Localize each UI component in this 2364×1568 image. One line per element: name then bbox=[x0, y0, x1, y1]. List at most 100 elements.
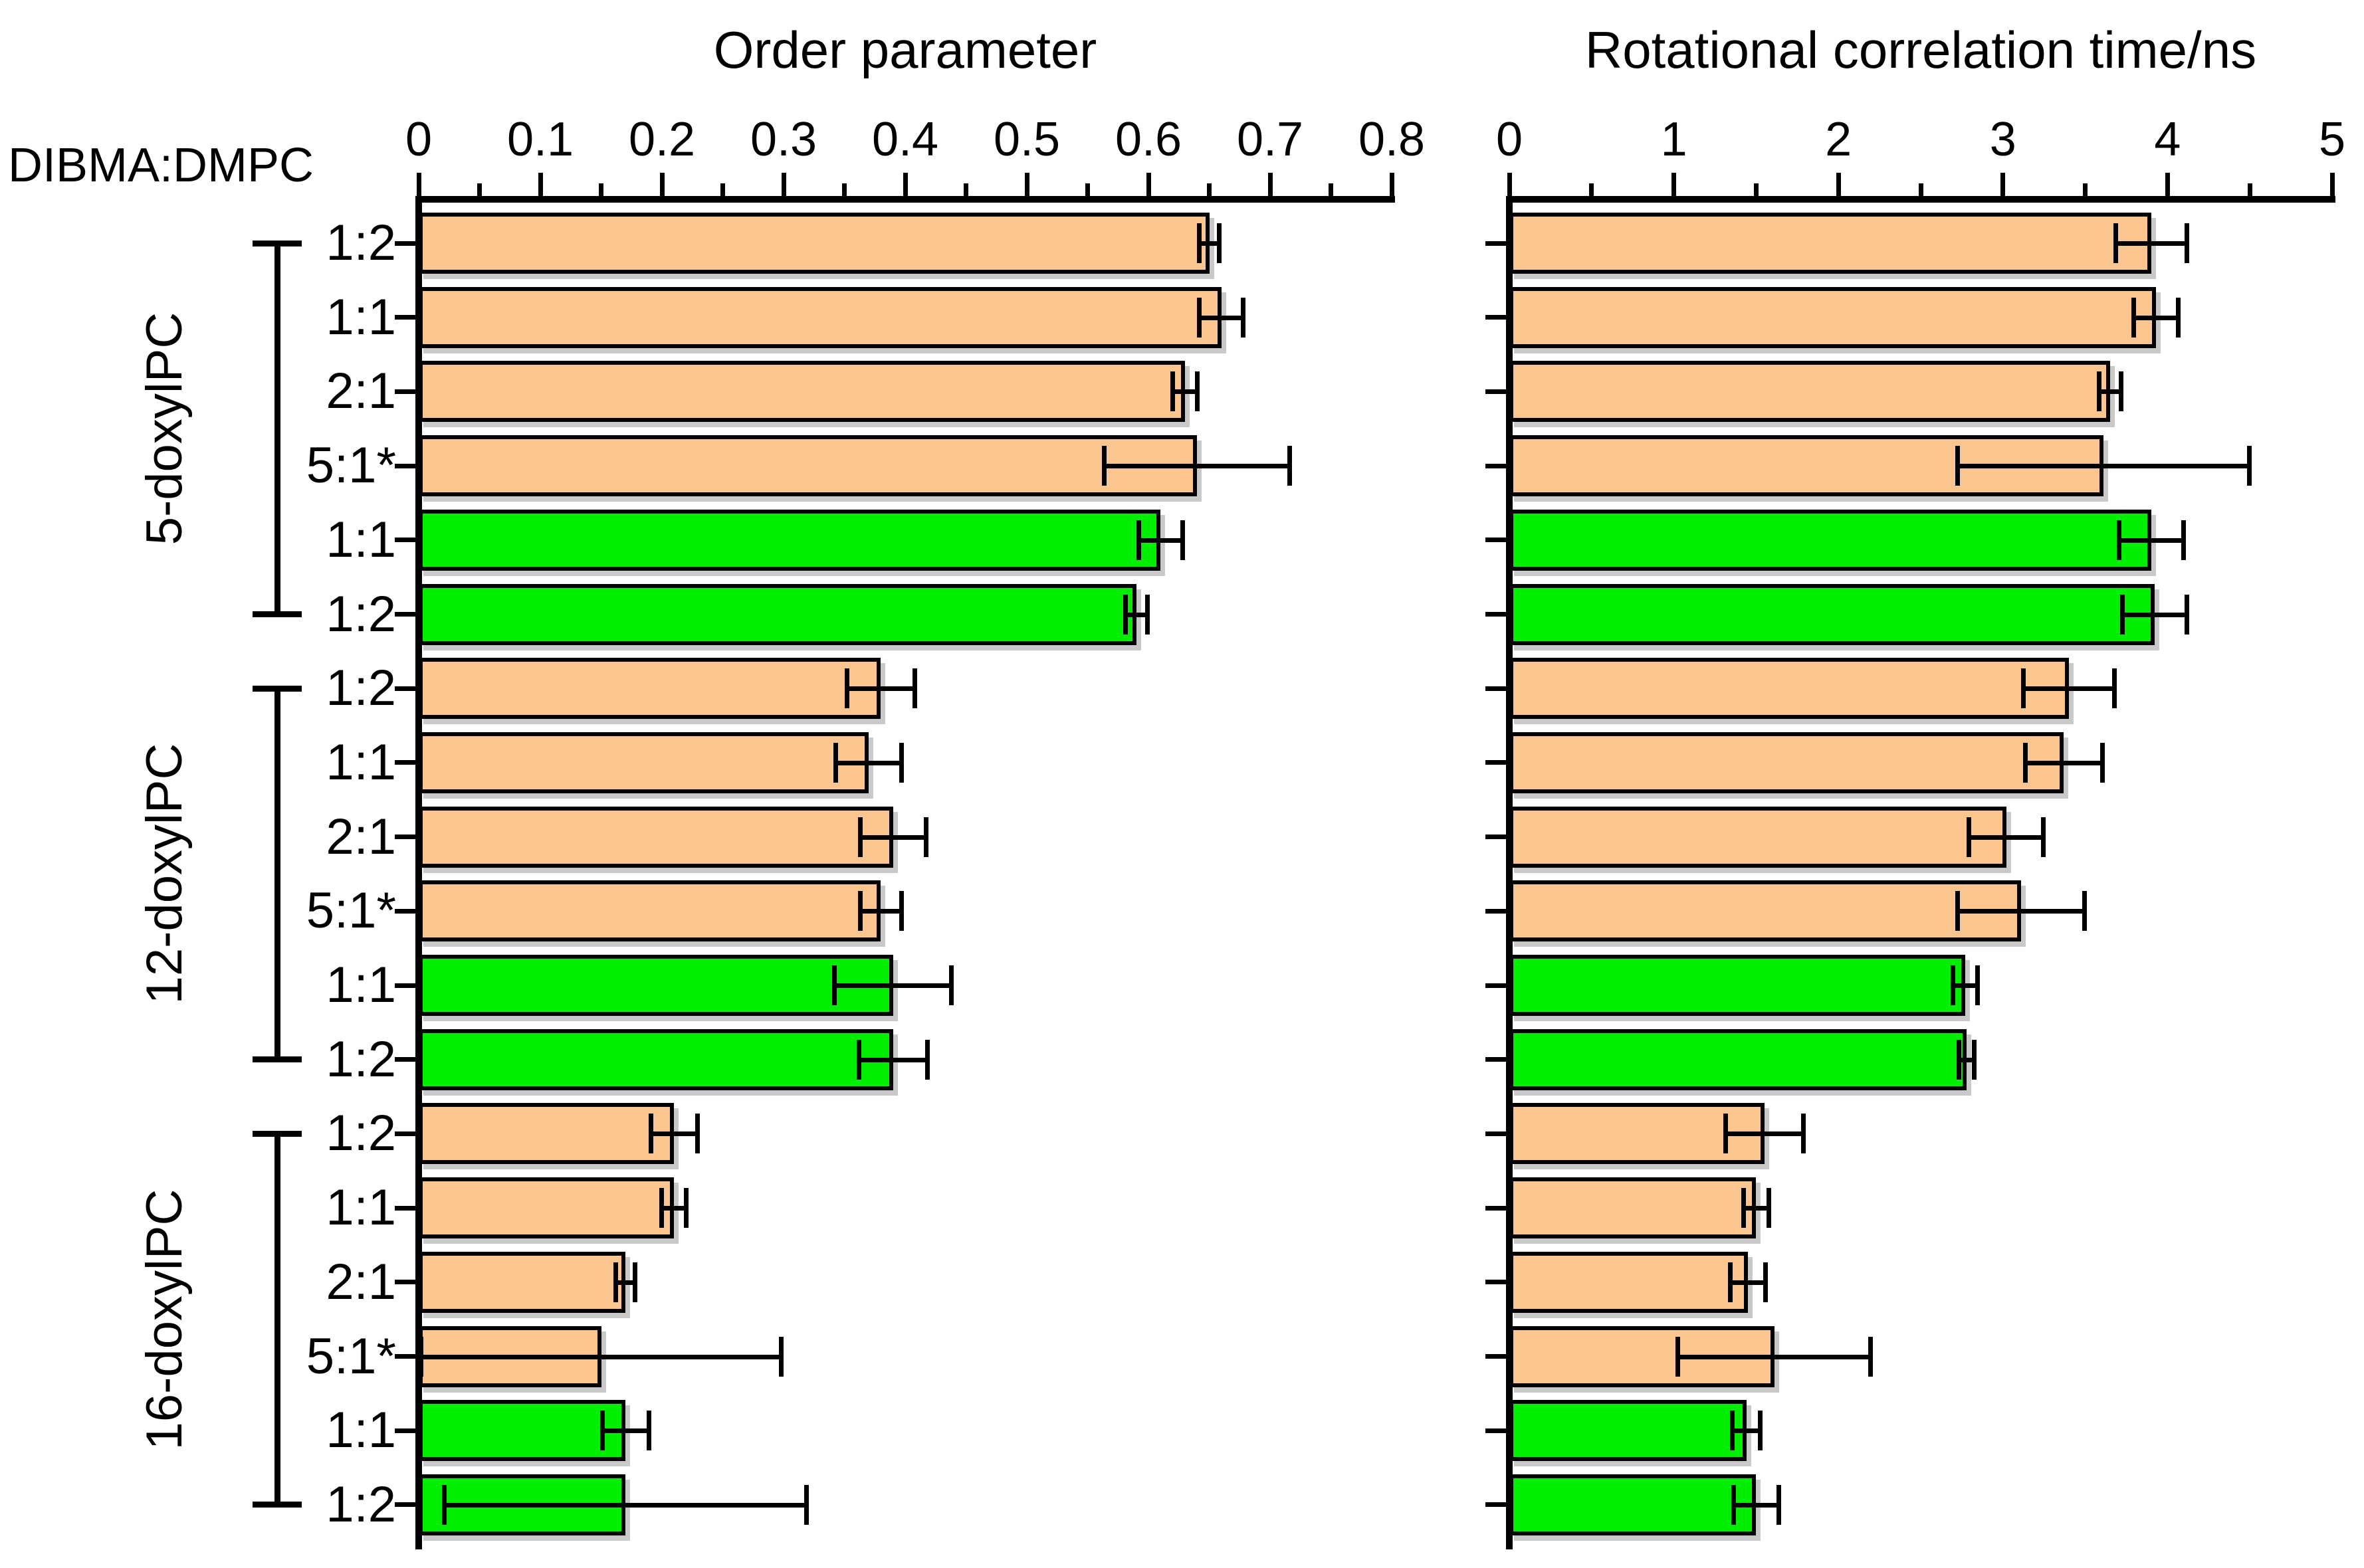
row-label: 1:2 bbox=[326, 215, 396, 271]
error-bar-right-cap bbox=[695, 1114, 700, 1154]
error-bar-left-cap bbox=[1197, 297, 1202, 338]
y-axis-row-tick bbox=[1485, 315, 1509, 320]
error-bar-left-cap bbox=[2113, 223, 2118, 263]
bar bbox=[419, 361, 1185, 423]
error-bar-right-cap bbox=[1800, 1114, 1806, 1154]
row-label: 1:1 bbox=[326, 957, 396, 1013]
error-bar bbox=[2022, 742, 2105, 783]
error-bar-left-cap bbox=[2131, 297, 2136, 338]
x-axis-tick-label: 5 bbox=[2318, 113, 2346, 166]
bar bbox=[419, 1251, 626, 1313]
bar bbox=[1509, 213, 2151, 274]
x-axis-tick-label: 0.2 bbox=[628, 113, 696, 166]
bar bbox=[1509, 1177, 1757, 1239]
group-bracket bbox=[274, 243, 280, 615]
x-axis-major-tick bbox=[416, 173, 421, 199]
error-bar bbox=[844, 668, 918, 709]
error-bar-right-cap bbox=[2184, 594, 2189, 635]
x-axis-tick-label: 1 bbox=[1660, 113, 1687, 166]
error-bar-left-cap bbox=[857, 891, 863, 931]
y-axis-row-tick bbox=[395, 1205, 419, 1211]
error-bar bbox=[2113, 223, 2189, 263]
row-label: 2:1 bbox=[326, 808, 396, 865]
x-axis-major-tick bbox=[2165, 173, 2170, 199]
y-axis-row-tick bbox=[1485, 1205, 1509, 1211]
bar bbox=[419, 1177, 675, 1239]
error-bar-left-cap bbox=[1957, 1039, 1962, 1080]
x-axis-minor-tick bbox=[964, 183, 968, 199]
y-axis-row-tick bbox=[1485, 612, 1509, 617]
bar bbox=[419, 286, 1222, 348]
error-bar-left-cap bbox=[844, 668, 849, 709]
bar bbox=[419, 435, 1198, 497]
error-bar-left-cap bbox=[857, 817, 863, 857]
error-bar-right-cap bbox=[2181, 520, 2186, 560]
y-axis-row-tick bbox=[1485, 1057, 1509, 1062]
y-axis-row-tick bbox=[395, 908, 419, 914]
y-axis-row-tick bbox=[1485, 983, 1509, 988]
error-bar-left-cap bbox=[1123, 594, 1128, 635]
error-bar-right-cap bbox=[646, 1411, 651, 1451]
error-bar-right-cap bbox=[2118, 371, 2123, 412]
error-bar bbox=[1950, 965, 1981, 1005]
bar bbox=[1509, 1029, 1967, 1090]
error-bar bbox=[1136, 520, 1185, 560]
bar bbox=[1509, 1103, 1765, 1165]
error-bar-right-cap bbox=[1766, 1188, 1771, 1228]
error-bar-left-cap bbox=[2116, 520, 2121, 560]
error-bar bbox=[1967, 817, 2046, 857]
x-axis-tick-label: 0 bbox=[405, 113, 433, 166]
error-bar-line bbox=[1729, 1428, 1763, 1434]
group-bracket bbox=[274, 1133, 280, 1505]
row-label: 5:1* bbox=[306, 1327, 396, 1385]
bar bbox=[1509, 509, 2151, 571]
y-axis-row-tick bbox=[395, 834, 419, 840]
x-axis-minor-tick bbox=[2083, 183, 2088, 199]
x-axis-minor-tick bbox=[1329, 183, 1333, 199]
error-bar-line bbox=[1731, 1502, 1781, 1508]
group-label: 12-doxylPC bbox=[136, 743, 193, 1005]
y-axis-row-tick bbox=[1485, 686, 1509, 691]
error-bar-left-cap bbox=[1950, 965, 1955, 1005]
error-bar-left-cap bbox=[441, 1484, 447, 1525]
y-axis-row-tick bbox=[395, 612, 419, 617]
bar bbox=[419, 1400, 626, 1462]
error-bar-right-cap bbox=[923, 817, 928, 857]
y-axis bbox=[415, 196, 422, 1549]
error-bar-right-cap bbox=[1776, 1484, 1781, 1525]
x-axis-tick-label: 0 bbox=[1495, 113, 1523, 166]
bar bbox=[1509, 658, 2069, 720]
bar bbox=[1509, 880, 2022, 942]
row-label: 1:1 bbox=[326, 1402, 396, 1459]
x-axis-minor-tick bbox=[599, 183, 603, 199]
bar bbox=[1509, 955, 1965, 1016]
error-bar-line bbox=[1123, 612, 1150, 617]
x-axis-tick-label: 4 bbox=[2154, 113, 2181, 166]
error-bar bbox=[833, 742, 905, 783]
x-axis-minor-tick bbox=[1589, 183, 1594, 199]
bar bbox=[1509, 286, 2157, 348]
error-bar-line bbox=[1950, 983, 1981, 988]
error-bar-right-cap bbox=[1868, 1336, 1874, 1377]
error-bar-right-cap bbox=[1287, 446, 1292, 486]
group-label: 5-doxylPC bbox=[136, 312, 193, 545]
error-bar-right-cap bbox=[779, 1336, 784, 1377]
row-label: 1:2 bbox=[326, 1030, 396, 1088]
error-bar-right-cap bbox=[2111, 668, 2117, 709]
error-bar-left-cap bbox=[1955, 446, 1960, 486]
y-axis-row-tick bbox=[1485, 760, 1509, 765]
error-bar-right-cap bbox=[633, 1262, 638, 1302]
error-bar-right-cap bbox=[2082, 891, 2088, 931]
x-axis-tick-label: 0.1 bbox=[506, 113, 574, 166]
y-axis-row-tick bbox=[395, 1502, 419, 1508]
error-bar bbox=[1729, 1411, 1763, 1451]
error-bar-line bbox=[833, 760, 905, 765]
x-axis-major-tick bbox=[1671, 173, 1677, 199]
x-axis-minor-tick bbox=[1753, 183, 1759, 199]
error-bar bbox=[857, 817, 928, 857]
error-bar-line bbox=[1955, 909, 2088, 914]
error-bar bbox=[613, 1262, 638, 1302]
y-axis-row-tick bbox=[395, 1354, 419, 1359]
error-bar-left-cap bbox=[648, 1114, 653, 1154]
x-axis-minor-tick bbox=[1085, 183, 1090, 199]
